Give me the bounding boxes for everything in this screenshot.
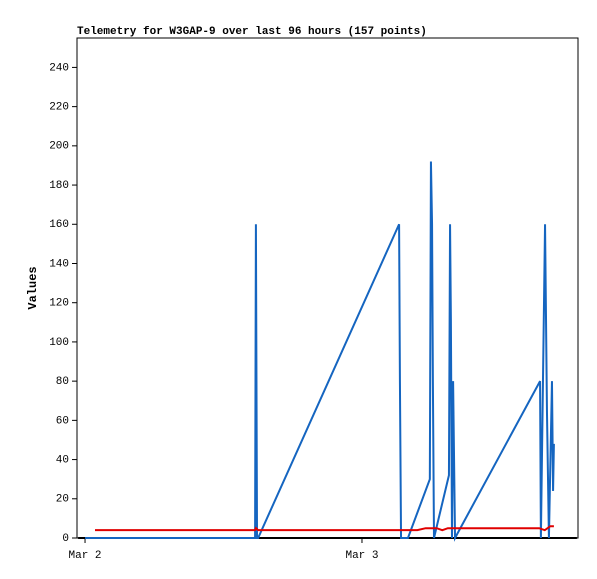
x-tick-label: Mar 2 [69, 550, 102, 562]
y-tick-label: 240 [49, 62, 69, 74]
x-tick-label: Mar 3 [345, 550, 378, 562]
chart-title: Telemetry for W3GAP-9 over last 96 hours… [77, 26, 427, 38]
y-tick-label: 200 [49, 141, 69, 153]
y-tick-label: 220 [49, 102, 69, 114]
y-tick-label: 120 [49, 298, 69, 310]
series-line [95, 525, 554, 532]
series-line [85, 161, 555, 542]
y-tick-label: 0 [62, 533, 69, 545]
y-axis-label: Values [26, 266, 40, 309]
y-tick-label: 60 [56, 415, 69, 427]
plot-frame [76, 37, 579, 539]
y-tick-label: 160 [49, 219, 69, 231]
y-tick-label: 180 [49, 180, 69, 192]
y-tick-label: 40 [56, 454, 69, 466]
y-tick-label: 140 [49, 258, 69, 270]
y-tick-label: 20 [56, 494, 69, 506]
y-tick-label: 80 [56, 376, 69, 388]
y-tick-label: 100 [49, 337, 69, 349]
